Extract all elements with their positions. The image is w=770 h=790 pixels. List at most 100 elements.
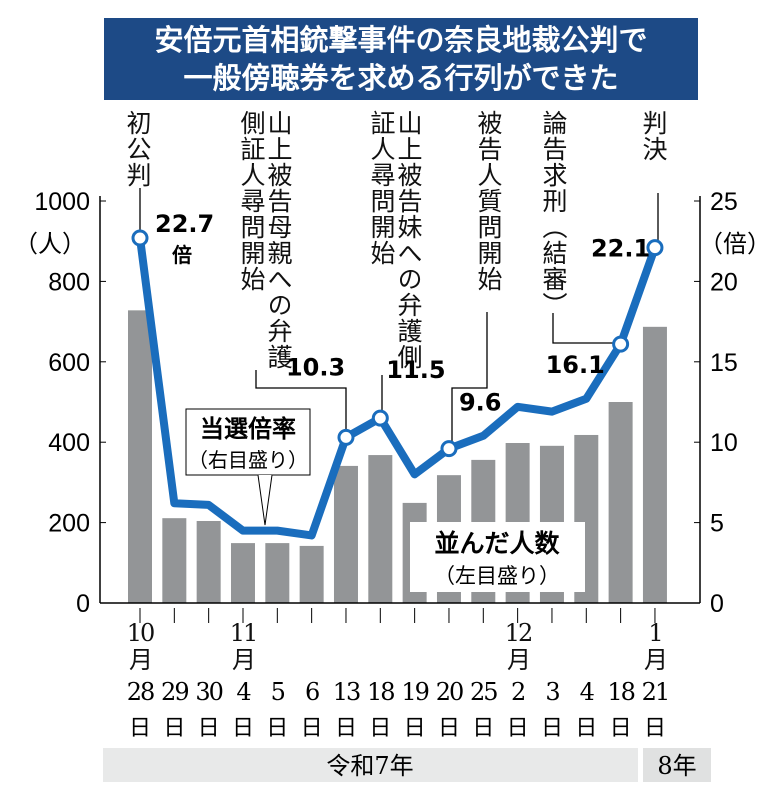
x-month-label-jan-wrap: 1月 (625, 620, 685, 674)
x-month-label-oct-wrap: 10月 (110, 620, 170, 674)
x-day-suffix: 日 (507, 716, 529, 741)
bar (128, 310, 152, 603)
x-day-suffix: 日 (266, 716, 288, 741)
ratio-point-marker (371, 409, 389, 427)
left-tick-label: 0 (76, 590, 90, 618)
annotation-first-trial: 初公判 (123, 110, 152, 188)
x-day-suffix: 日 (541, 716, 563, 741)
x-day-suffix: 日 (644, 716, 666, 741)
era-bar-8 (643, 748, 711, 782)
annotation-closing: 論告求刑（結審） (539, 110, 568, 318)
x-day-label: 21 (642, 678, 669, 706)
bar-legend-bg (410, 522, 585, 592)
x-day-suffix: 日 (232, 716, 254, 741)
right-tick-label: 10 (710, 429, 738, 457)
x-day-label: 29 (161, 678, 188, 706)
ratio-data-label: 9.6 (459, 389, 502, 417)
x-day-suffix: 日 (301, 716, 323, 741)
line-legend-sub: （右目盛り） (188, 448, 308, 472)
x-day-label: 5 (271, 678, 285, 706)
era-bar-reiwa7 (103, 748, 638, 782)
title-line-1: 安倍元首相銃撃事件の奈良地裁公判で (154, 23, 648, 57)
annotation-sister-witness: 山上被告妹への弁護側証人尋問開始 (367, 110, 423, 370)
bar (368, 455, 393, 603)
x-day-label: 4 (236, 678, 251, 706)
ratio-point-marker (440, 440, 458, 458)
left-axis-unit: （人） (14, 230, 86, 258)
annotation-defendant-questioning: 被告人質問開始 (474, 110, 503, 292)
x-day-suffix: 日 (610, 716, 632, 741)
x-day-label: 6 (305, 678, 319, 706)
x-day-suffix: 日 (575, 716, 597, 741)
title-line-2: 一般傍聴券を求める行列ができた (183, 61, 619, 95)
right-tick-label: 25 (710, 188, 738, 216)
left-tick-label: 400 (48, 429, 90, 457)
ratio-data-label: 16.1 (546, 351, 605, 379)
annotation-leader (255, 370, 347, 436)
ratio-unit-label: 倍 (172, 243, 192, 267)
left-tick-label: 800 (48, 268, 90, 296)
x-day-label: 2 (511, 678, 524, 706)
era-label: 令和7年 (326, 752, 413, 780)
annotation-mother-witness: 山上被告母親への弁護側証人尋問開始 (237, 110, 293, 370)
x-day-label: 25 (470, 678, 497, 706)
x-month-label-nov-wrap: 11月 (213, 620, 273, 674)
ratio-point-marker (131, 229, 149, 247)
right-tick-label: 20 (710, 268, 738, 296)
bar (196, 520, 221, 603)
x-month-label-jan: 1月 (644, 619, 668, 674)
x-day-label: 4 (580, 678, 595, 706)
era-label: 8年 (657, 752, 696, 780)
left-tick-label: 200 (48, 510, 90, 538)
x-month-label-dec: 12月 (504, 619, 534, 674)
ratio-data-label: 10.3 (286, 353, 345, 381)
x-day-suffix: 日 (335, 716, 357, 741)
x-day-label: 28 (127, 678, 154, 706)
right-axis-unit: （倍） (699, 230, 770, 258)
right-tick-label: 15 (710, 349, 738, 377)
bar (642, 326, 667, 603)
chart-title: 安倍元首相銃撃事件の奈良地裁公判で 一般傍聴券を求める行列ができた (104, 18, 698, 100)
right-tick-label: 5 (710, 510, 724, 538)
x-day-suffix: 日 (472, 716, 494, 741)
left-tick-label: 1000 (34, 188, 90, 216)
x-day-label: 18 (367, 678, 394, 706)
annotation-leader (552, 313, 623, 344)
x-day-label: 13 (333, 678, 360, 706)
bar (333, 465, 358, 603)
line-legend-pointer (257, 474, 273, 526)
x-day-label: 19 (401, 678, 428, 706)
annotation-leader (451, 312, 488, 448)
line-legend-box (185, 408, 311, 476)
x-day-suffix: 日 (369, 716, 391, 741)
ratio-point-marker (612, 335, 630, 353)
bar (608, 402, 633, 603)
bar (162, 518, 187, 603)
annotation-verdict: 判決 (639, 110, 668, 162)
left-tick-label: 600 (48, 349, 90, 377)
x-day-label: 18 (607, 678, 634, 706)
x-day-label: 20 (436, 678, 463, 706)
bar (230, 543, 255, 603)
right-tick-label: 0 (710, 590, 724, 618)
x-day-suffix: 日 (404, 716, 426, 741)
bar-legend-sub: （左目盛り） (434, 564, 560, 588)
x-day-label: 3 (545, 678, 559, 706)
ratio-line (136, 237, 659, 540)
ratio-data-label: 22.7 (155, 210, 214, 238)
ratio-point-marker (646, 239, 664, 257)
line-legend-title: 当選倍率 (200, 415, 296, 443)
ratio-point-marker (337, 428, 355, 446)
x-day-suffix: 日 (129, 716, 151, 741)
ratio-data-label: 11.5 (386, 356, 445, 384)
bar (265, 543, 290, 603)
x-month-label-dec-wrap: 12月 (488, 620, 548, 674)
ratio-data-label: 22.1 (591, 235, 650, 263)
x-day-suffix: 日 (438, 716, 460, 741)
x-day-suffix: 日 (198, 716, 220, 741)
bar (299, 545, 324, 603)
x-month-label-nov: 11月 (229, 619, 259, 674)
x-day-suffix: 日 (163, 716, 185, 741)
x-day-label: 30 (195, 678, 222, 706)
